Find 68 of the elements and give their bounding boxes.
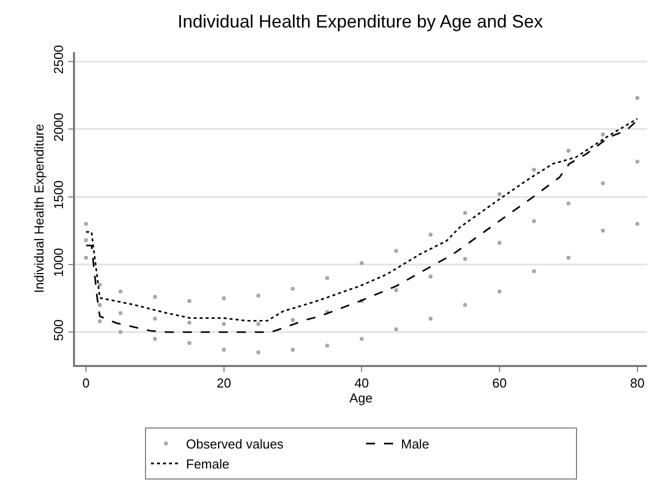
y-tick-label: 2500 bbox=[51, 45, 66, 74]
point bbox=[635, 160, 640, 164]
point bbox=[600, 228, 605, 233]
y-tick-label: 1500 bbox=[51, 180, 66, 210]
point bbox=[532, 269, 536, 274]
point bbox=[222, 322, 226, 326]
point bbox=[532, 168, 536, 172]
point bbox=[187, 320, 192, 325]
point bbox=[84, 256, 88, 260]
point bbox=[635, 96, 640, 100]
chart-title: Individual Health Expenditure by Age and Sex bbox=[178, 12, 543, 32]
x-tick-label: 20 bbox=[216, 375, 232, 390]
point bbox=[98, 319, 102, 324]
point bbox=[325, 276, 330, 280]
point bbox=[566, 202, 570, 206]
point bbox=[566, 256, 570, 260]
point bbox=[84, 238, 88, 242]
point bbox=[394, 288, 398, 292]
legend-label: Female bbox=[186, 456, 230, 472]
point bbox=[256, 294, 260, 298]
point bbox=[498, 192, 502, 196]
point bbox=[498, 290, 502, 294]
point bbox=[360, 261, 364, 266]
point bbox=[187, 340, 192, 345]
y-axis-title: Individual Health Expenditure bbox=[32, 124, 46, 294]
point bbox=[325, 344, 330, 348]
point bbox=[152, 294, 157, 299]
point bbox=[290, 348, 295, 352]
point bbox=[152, 336, 157, 341]
point bbox=[394, 248, 398, 253]
point bbox=[566, 148, 570, 153]
x-tick-label: 80 bbox=[630, 375, 645, 390]
point bbox=[222, 296, 226, 300]
point bbox=[84, 222, 88, 226]
point bbox=[394, 327, 398, 332]
point bbox=[98, 282, 102, 287]
y-tick-label: 500 bbox=[51, 319, 66, 342]
point bbox=[187, 298, 192, 303]
point bbox=[463, 303, 468, 308]
x-axis-title: Age bbox=[349, 390, 373, 406]
point bbox=[360, 336, 364, 341]
legend-label: Male bbox=[401, 436, 430, 452]
point bbox=[256, 322, 260, 326]
x-tick-label: 0 bbox=[82, 375, 90, 390]
point bbox=[532, 219, 536, 224]
point bbox=[98, 303, 102, 308]
point bbox=[635, 222, 640, 226]
point bbox=[290, 318, 295, 322]
point bbox=[118, 290, 122, 294]
legend-label: Observed values bbox=[186, 436, 284, 452]
point bbox=[600, 132, 605, 137]
x-tick-label: 40 bbox=[354, 375, 369, 390]
point bbox=[428, 232, 433, 237]
point bbox=[118, 311, 122, 316]
point bbox=[118, 330, 122, 334]
y-tick-label: 1000 bbox=[51, 248, 66, 277]
point bbox=[498, 240, 502, 245]
point bbox=[428, 316, 433, 321]
y-tick-label: 2000 bbox=[51, 112, 66, 142]
point bbox=[463, 257, 468, 262]
point bbox=[290, 286, 295, 291]
point bbox=[222, 348, 226, 352]
point bbox=[463, 211, 468, 216]
point bbox=[600, 181, 605, 186]
point bbox=[428, 274, 433, 279]
point bbox=[256, 350, 260, 354]
point bbox=[152, 316, 157, 321]
x-tick-label: 60 bbox=[492, 375, 507, 390]
